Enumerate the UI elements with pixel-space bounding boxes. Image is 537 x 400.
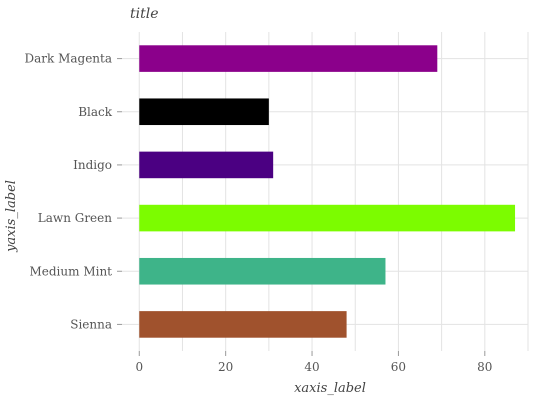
y-tick-label: Indigo <box>73 158 112 172</box>
x-tick-label: 60 <box>391 360 406 374</box>
y-tick-label: Dark Magenta <box>24 52 112 66</box>
bar-dark-magenta <box>139 45 438 72</box>
grid <box>122 32 529 351</box>
x-axis-label: xaxis_label <box>294 381 366 396</box>
x-tick-label: 40 <box>304 360 319 374</box>
bar-lawn-green <box>139 204 516 232</box>
bar-medium-mint <box>139 257 386 285</box>
y-tick-label: Lawn Green <box>38 211 112 225</box>
chart-title: title <box>130 6 159 22</box>
x-axis-ticks: 0 20 40 60 80 <box>135 351 492 374</box>
bar-sienna <box>139 311 347 338</box>
x-tick-label: 80 <box>477 360 492 374</box>
y-tick-label: Black <box>78 105 113 119</box>
x-tick-label: 20 <box>218 360 233 374</box>
y-axis-label: yaxis_label <box>4 180 19 253</box>
y-tick-label: Medium Mint <box>29 264 112 278</box>
x-tick-label: 0 <box>135 360 143 374</box>
y-tick-label: Sienna <box>70 317 112 331</box>
bar-black <box>139 98 269 126</box>
bars <box>139 45 516 338</box>
y-axis-ticks: Sienna Medium Mint Lawn Green Indigo Black Da… <box>24 52 122 331</box>
bar-indigo <box>139 151 274 179</box>
